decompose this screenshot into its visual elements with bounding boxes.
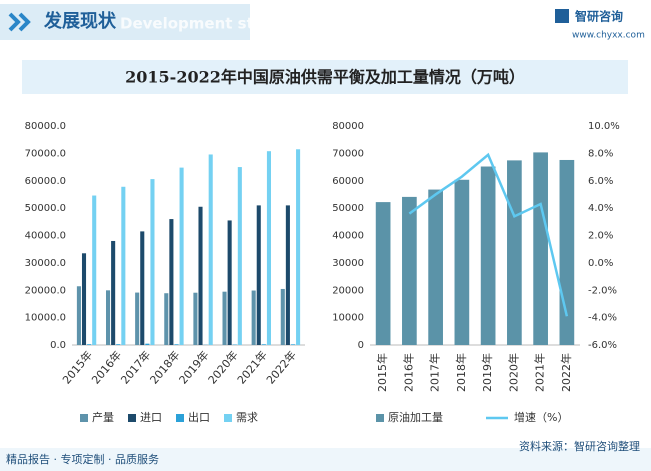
y-tick-label: 60000 [332, 176, 364, 187]
bar [145, 343, 150, 345]
y2-tick-label: -4.0% [588, 313, 617, 324]
bar [174, 344, 179, 345]
legend-label: 产量 [92, 410, 114, 424]
bar [222, 291, 227, 345]
bar [106, 290, 111, 345]
y2-tick-label: 8.0% [588, 148, 613, 159]
y2-tick-label: -2.0% [588, 285, 617, 296]
bar [121, 186, 126, 345]
header-title: 发展现状 [43, 10, 117, 32]
header-band [0, 4, 250, 40]
bar [296, 149, 301, 345]
bar [559, 159, 575, 345]
y-tick-label: 50000.0 [25, 203, 66, 214]
legend-label: 需求 [236, 411, 258, 424]
y-tick-label: 70000.0 [25, 148, 66, 159]
y-tick-label: 0.0 [50, 340, 66, 351]
bar [280, 288, 285, 345]
legend-label: 原油加工量 [388, 410, 443, 424]
y2-tick-label: 4.0% [588, 203, 613, 214]
header-watermark: Development status [120, 15, 291, 33]
x-tick-label: 2017年 [428, 353, 442, 392]
bar [428, 189, 443, 345]
legend-label: 进口 [140, 411, 162, 424]
bar [81, 253, 87, 345]
y-tick-label: 40000 [332, 231, 364, 242]
chart-title: 2015-2022年中国原油供需平衡及加工量情况（万吨） [125, 68, 525, 87]
legend-label: 增速（%） [514, 410, 568, 424]
bar [140, 231, 145, 345]
y-tick-label: 50000 [332, 203, 364, 214]
bar [111, 240, 116, 345]
bar [480, 166, 496, 345]
bar [150, 179, 155, 345]
bar [76, 286, 81, 345]
y2-tick-label: 6.0% [588, 176, 613, 187]
y-tick-label: 80000.0 [25, 121, 66, 132]
title-banner [22, 60, 628, 94]
y-tick-label: 0 [358, 340, 364, 351]
bar [135, 292, 140, 345]
bar [507, 160, 522, 345]
y-tick-label: 20000.0 [25, 285, 66, 296]
bar [164, 293, 169, 345]
bar [285, 205, 290, 345]
brand-logo [555, 9, 569, 23]
y-tick-label: 10000 [332, 313, 364, 324]
bar [256, 205, 261, 345]
bar [179, 167, 184, 345]
x-tick-label: 2015年 [375, 353, 389, 392]
y-tick-label: 30000.0 [25, 258, 66, 269]
y-tick-label: 60000.0 [25, 176, 66, 187]
y2-tick-label: 10.0% [588, 121, 620, 132]
bar [533, 152, 548, 345]
legend-label: 出口 [188, 410, 210, 424]
x-tick-label: 2022年 [559, 353, 573, 392]
y2-tick-label: 2.0% [588, 231, 613, 242]
bar [290, 344, 296, 345]
legend-swatch [224, 414, 232, 422]
bar [116, 344, 121, 345]
y-tick-label: 30000 [332, 258, 364, 269]
bar [208, 154, 213, 345]
bar [227, 220, 232, 345]
bar [193, 292, 198, 345]
y2-tick-label: -6.0% [588, 340, 617, 351]
legend-swatch [176, 414, 184, 422]
bar [454, 179, 470, 345]
x-tick-label: 2020年 [506, 353, 520, 392]
bar [87, 344, 92, 345]
x-tick-label: 2021年 [533, 353, 547, 392]
footer-source: 资料来源：智研咨询整理 [519, 439, 640, 453]
y-tick-label: 40000.0 [25, 231, 66, 242]
y-tick-label: 10000.0 [25, 313, 66, 324]
footer-band [0, 448, 651, 471]
brand-name: 智研咨询 [574, 9, 623, 24]
legend-swatch [128, 414, 136, 422]
footer-left: 精品报告 · 专项定制 · 品质服务 [6, 452, 159, 466]
x-tick-label: 2016年 [401, 353, 415, 392]
bar [92, 195, 97, 345]
brand-url: www.chyxx.com [572, 31, 645, 41]
bar [198, 206, 203, 345]
bar [237, 167, 242, 345]
line [408, 152, 569, 317]
x-tick-label: 2019年 [480, 353, 494, 392]
y-tick-label: 20000 [332, 285, 364, 296]
bar [266, 151, 271, 345]
bar [169, 219, 174, 345]
y-tick-label: 80000 [332, 121, 364, 132]
legend-swatch [80, 414, 88, 422]
bar [402, 196, 417, 345]
bar [251, 290, 256, 345]
legend-swatch [376, 414, 384, 422]
y-tick-label: 70000 [332, 148, 364, 159]
y2-tick-label: 0.0% [588, 258, 613, 269]
bar [261, 344, 266, 345]
bar [375, 202, 391, 345]
header-icon [8, 12, 31, 32]
x-tick-label: 2018年 [454, 353, 468, 392]
